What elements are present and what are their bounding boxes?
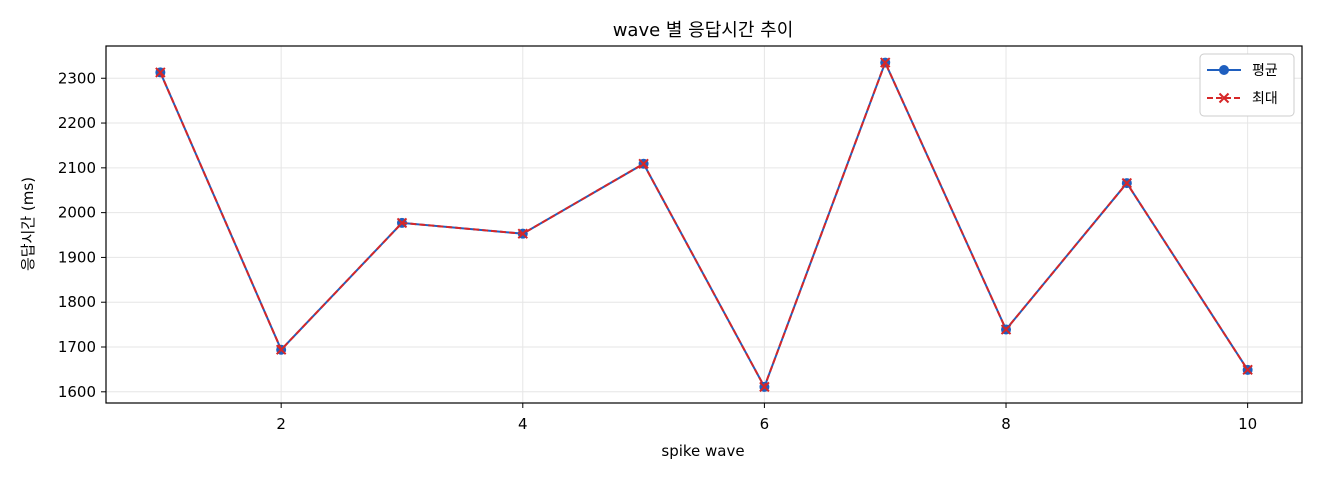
y-tick-label: 2000: [58, 204, 96, 222]
x-tick-label: 8: [1001, 415, 1011, 433]
legend-marker: [1218, 92, 1230, 104]
data-point: [1000, 324, 1012, 335]
legend-item: 최대: [1207, 91, 1278, 107]
data-point: [1242, 364, 1253, 376]
data-point: [759, 381, 770, 393]
series-2: [155, 57, 1253, 393]
y-axis-label: 응답시간 (ms): [19, 177, 37, 271]
y-tick-label: 1800: [58, 293, 96, 311]
series-line: [159, 59, 1249, 390]
y-tick-label: 1700: [58, 338, 96, 356]
y-tick-label: 2200: [58, 114, 96, 132]
y-tick-label: 1600: [58, 383, 96, 401]
legend-item: 평균: [1207, 63, 1278, 79]
series-layer: [155, 57, 1253, 393]
x-tick-label: 4: [518, 415, 528, 433]
data-point: [1121, 177, 1133, 189]
series-1: [155, 57, 1253, 392]
data-point: [396, 217, 408, 229]
legend-box: [1199, 53, 1295, 117]
data-point: [517, 228, 528, 239]
x-axis-label: spike wave: [661, 442, 744, 460]
chart-title: wave 별 응답시간 추이: [613, 20, 794, 41]
x-axis: 2 4 6 8 10: [276, 403, 1257, 433]
legend-label: 평균: [1252, 63, 1278, 79]
data-point: [638, 158, 649, 170]
y-axis: 1600 1700 1800 1900 2000 2100 2200 2300: [58, 69, 106, 401]
data-point: [275, 344, 287, 355]
x-tick-label: 10: [1238, 415, 1257, 433]
data-point: [155, 67, 166, 78]
series-line: [159, 59, 1249, 390]
y-tick-label: 2300: [58, 69, 96, 87]
x-tick-label: 6: [760, 415, 770, 433]
y-tick-label: 1900: [58, 248, 96, 266]
y-tick-label: 2100: [58, 159, 96, 177]
legend-label: 최대: [1252, 91, 1278, 107]
x-tick-label: 2: [276, 415, 286, 433]
plot-frame: [105, 45, 1303, 404]
data-point: [880, 57, 891, 68]
legend-marker: [1219, 65, 1229, 75]
